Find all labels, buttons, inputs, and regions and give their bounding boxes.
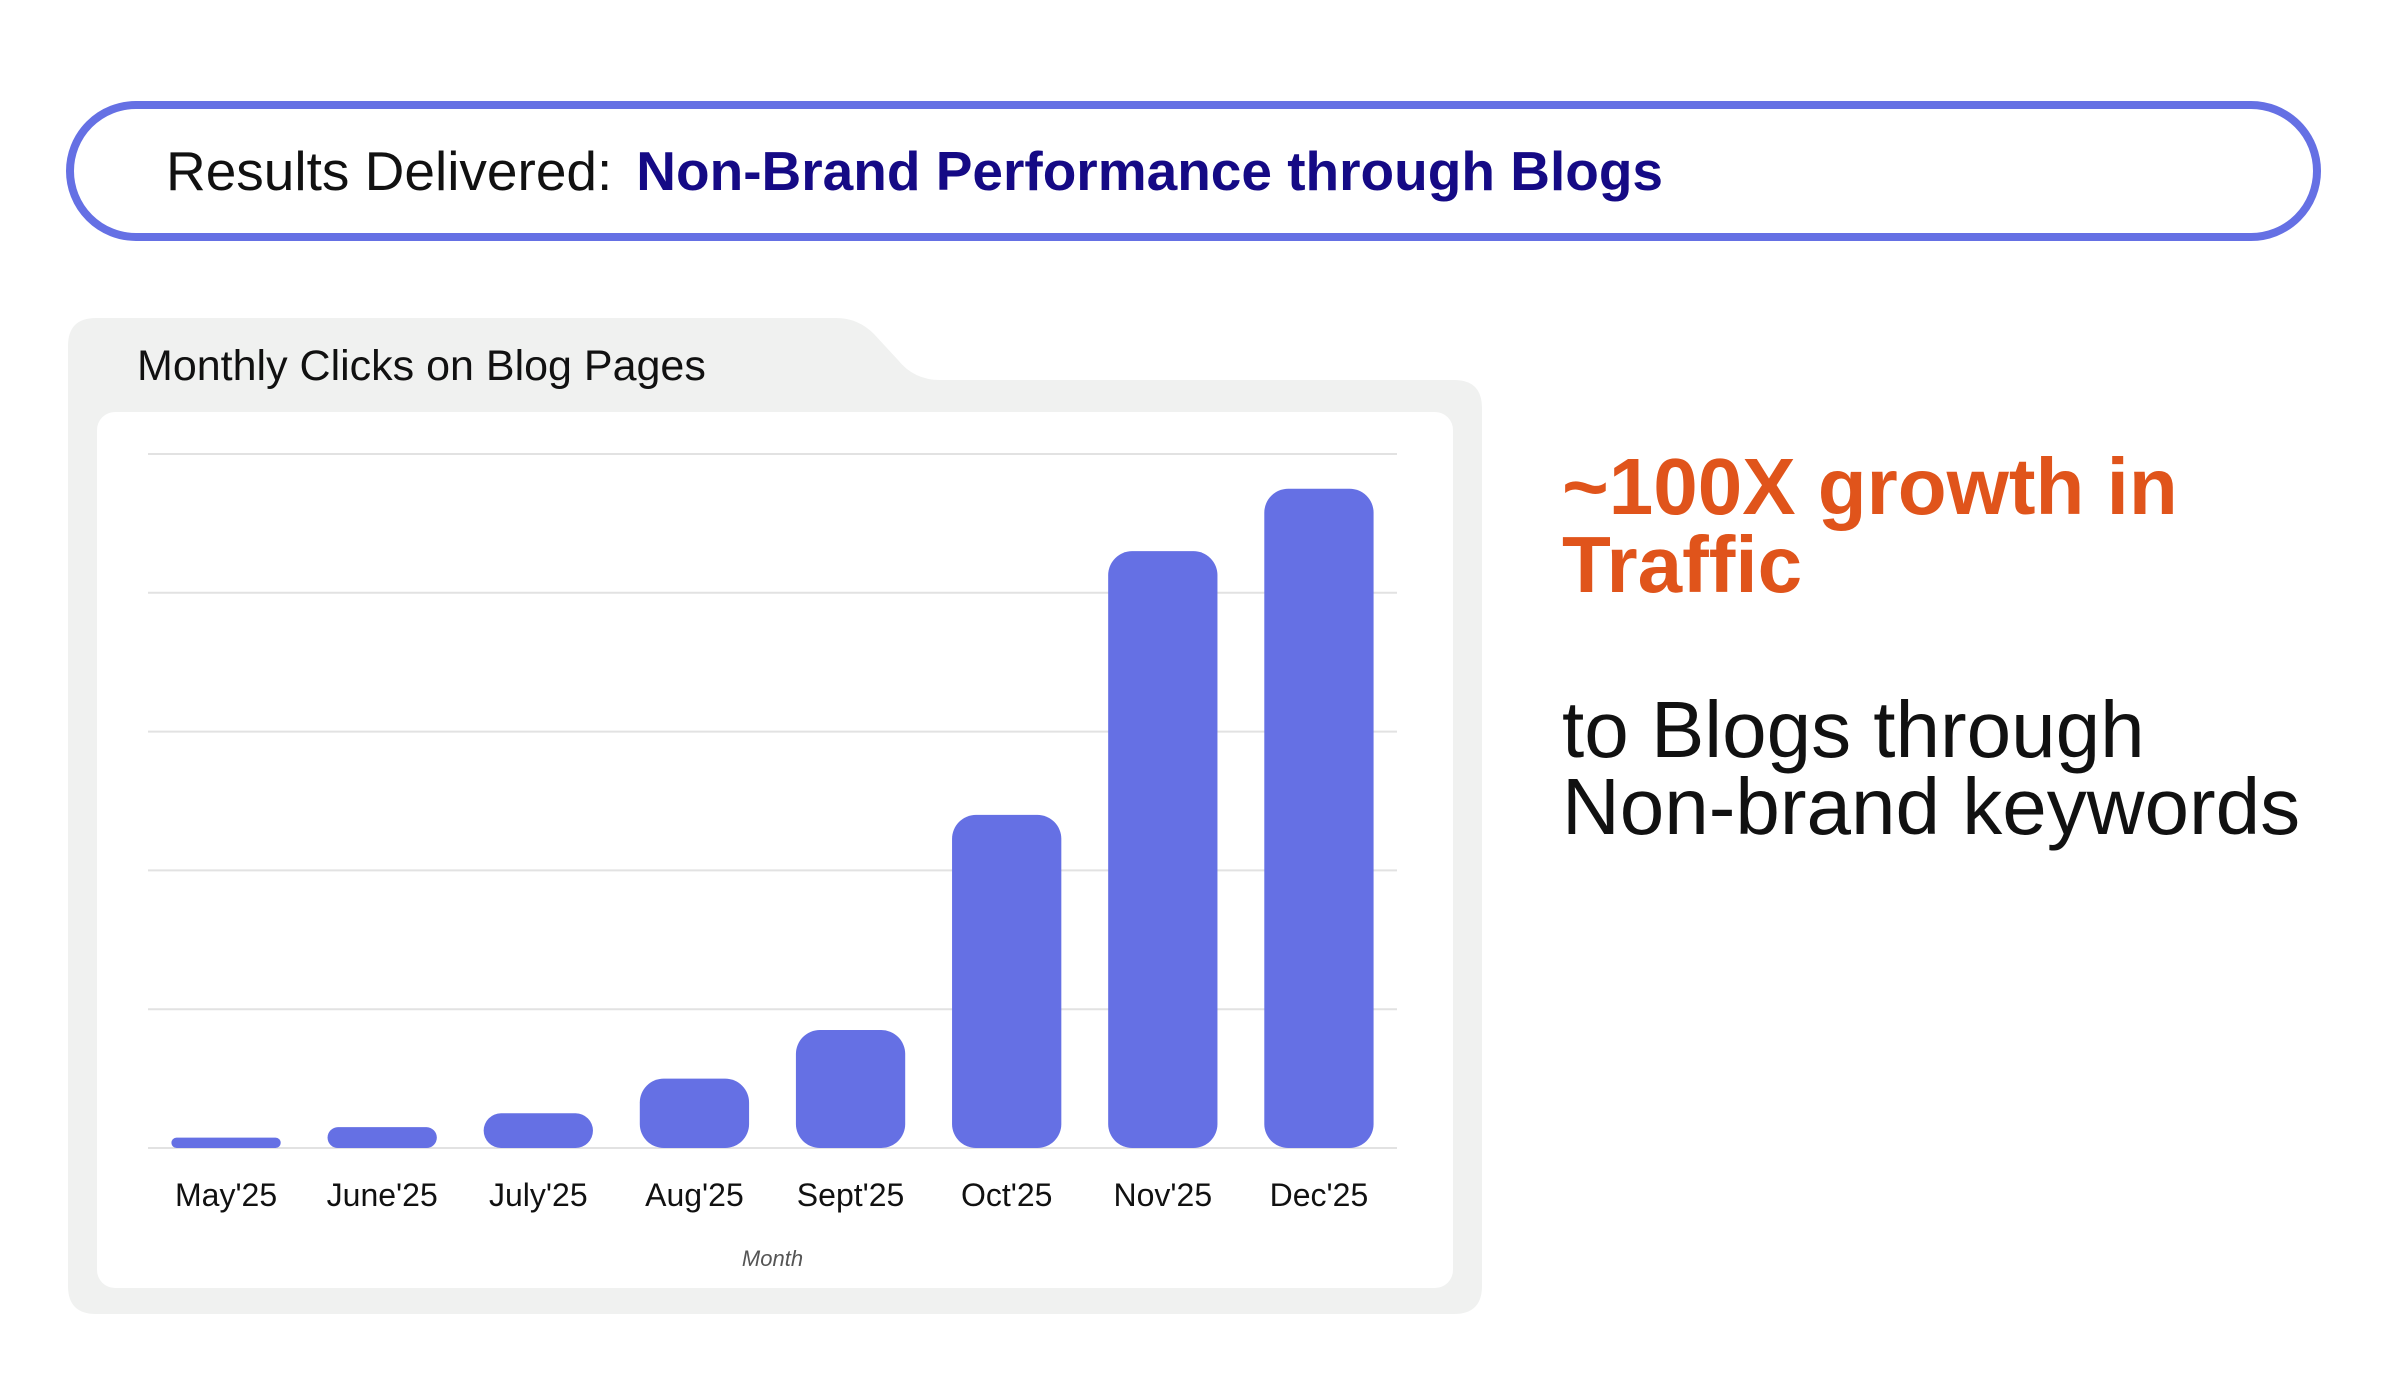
headline-highlight: Non-Brand Performance through Blogs [636, 140, 1664, 202]
bar-chart: May'25 June'25 July'25 Aug'25 Sept'25 Oct'25 N… [148, 453, 1397, 1271]
x-tick-label: Oct'25 [961, 1177, 1052, 1213]
headline-prefix: Results Delivered: [166, 140, 613, 202]
x-tick-label: Sept'25 [797, 1177, 905, 1213]
x-tick-label: Aug'25 [645, 1177, 744, 1213]
x-tick-label: June'25 [327, 1177, 438, 1213]
x-axis-label: Month [742, 1246, 803, 1271]
bar-6 [952, 814, 1062, 1148]
bar-1 [171, 1137, 281, 1148]
headline-banner: Results Delivered: Non-Brand Performance… [66, 101, 2321, 241]
x-tick-label: Dec'25 [1270, 1177, 1369, 1213]
chart-title: Monthly Clicks on Blog Pages [137, 342, 706, 390]
bar-3 [483, 1113, 593, 1148]
bar-5 [795, 1030, 906, 1148]
chart-card: Monthly Clicks on Blog Pages May'25 June'… [68, 318, 1482, 1314]
growth-highlight: ~100X growth in Traffic [1562, 442, 2178, 609]
x-tick-label: July'25 [489, 1177, 588, 1213]
bar-7 [1108, 551, 1218, 1148]
growth-description: to Blogs through Non-brand keywords [1562, 685, 2301, 851]
x-tick-label: Nov'25 [1114, 1177, 1213, 1213]
x-tick-label: May'25 [175, 1177, 277, 1213]
chart-panel: May'25 June'25 July'25 Aug'25 Sept'25 Oct'25 N… [97, 412, 1453, 1288]
bar-4 [639, 1078, 750, 1148]
bar-8 [1264, 488, 1374, 1148]
bar-2 [327, 1127, 437, 1148]
